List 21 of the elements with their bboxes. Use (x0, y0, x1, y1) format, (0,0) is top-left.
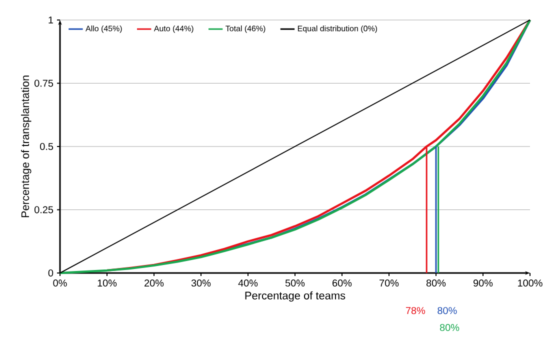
x-tick-label: 30% (191, 280, 211, 287)
x-tick-label: 40% (238, 280, 258, 287)
y-tick-label: 0.5 (40, 142, 54, 150)
x-tick-label: 0% (53, 280, 67, 287)
x-tick-label: 10% (98, 280, 117, 287)
x-tick-label: 60% (332, 280, 352, 287)
y-tick-label: 0.25 (34, 206, 54, 214)
text: 80% (438, 307, 457, 314)
text: 78% (406, 307, 426, 314)
x-tick-label: 70% (380, 280, 399, 287)
x-axis-title: Percentage of teams (245, 291, 346, 302)
y-tick-label: 0 (48, 269, 54, 277)
x-tick-label: 100% (518, 280, 542, 287)
x-tick-label: 50% (285, 280, 305, 287)
y-tick-label: 1 (48, 16, 54, 24)
y-tick-label: 0.75 (34, 80, 54, 87)
y-axis-title: Percentage of transplantation (21, 76, 32, 218)
x-tick-label: 20% (144, 280, 164, 287)
x-tick-label: 80% (426, 280, 446, 287)
text: 80% (440, 324, 460, 332)
x-tick-label: 90% (474, 280, 493, 287)
